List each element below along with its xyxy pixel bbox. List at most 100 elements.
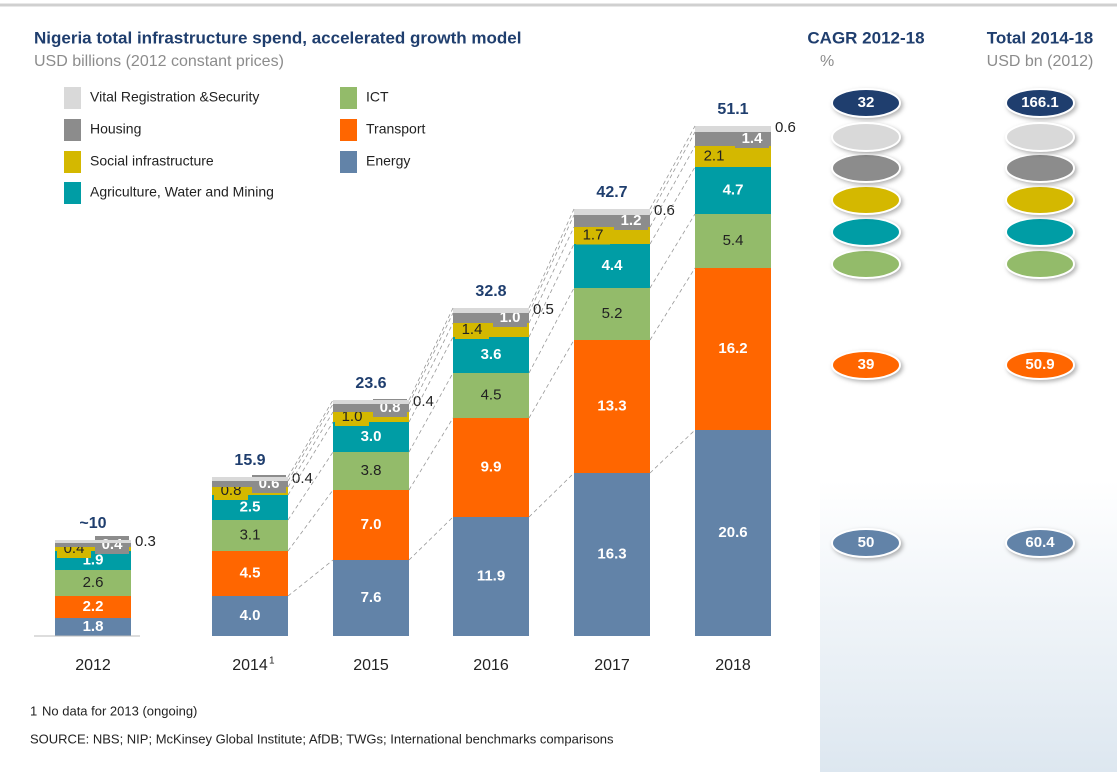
segment-label: 3.8 [361,462,382,479]
empty-oval [831,249,901,279]
legend-label: Social infrastructure [90,153,214,169]
connector [287,411,334,488]
x-tick-label: 2014 [232,657,268,674]
bar-segment [212,596,288,636]
connector [649,166,696,245]
connector [649,125,696,210]
connector [408,516,454,561]
x-tick-label: 2015 [353,657,389,674]
segment-label: 0.6 [654,202,675,219]
connector [408,417,454,491]
legend-label: Transport [366,121,426,137]
total-label: 32.8 [475,283,506,300]
connector [408,372,454,453]
x-tick-label: 2016 [473,657,509,674]
bar-segment [333,400,409,404]
empty-oval [831,217,901,247]
connector [528,214,575,314]
connector [287,403,334,482]
bar-segment [453,313,529,323]
segment-label: 0.4 [413,393,434,410]
segment-label: 7.6 [361,589,382,606]
segment-label: 13.3 [597,397,626,414]
cagr-value: 50 [858,534,875,551]
segment-label: 1.2 [621,212,642,229]
legend-swatch [64,182,81,204]
summary-oval [831,528,901,558]
legend-label: Housing [90,121,141,137]
bar-segment [212,481,288,487]
connector [649,145,696,228]
legend-swatch [64,87,81,109]
bar-segment [574,288,650,340]
bar-segment [453,517,529,636]
bar-segment [574,244,650,288]
segment-label: 0.4 [292,470,313,487]
empty-oval [1005,153,1075,183]
bar-segment [453,373,529,418]
segment-label: 4.0 [240,607,261,624]
segment-label: 1.7 [583,226,604,243]
bar-segment [55,547,131,551]
cagr-value: 32 [858,94,875,111]
footnote: No data for 2013 (ongoing) [42,703,197,718]
segment-label: 4.7 [723,181,744,198]
bar-segment [574,473,650,636]
connector [649,429,696,474]
bar-segment [55,540,131,543]
bar-segment [695,167,771,214]
segment-label: 2.5 [240,498,261,515]
segment-label: 16.2 [718,340,747,357]
chart-subtitle: USD billions (2012 constant prices) [34,53,284,70]
segment-label: 0.4 [102,536,124,553]
bar-segment [212,551,288,596]
bar-segment [212,477,288,481]
connector [408,322,454,413]
total-subtitle: USD bn (2012) [987,53,1094,70]
legend-label: ICT [366,89,389,105]
cagr-subtitle: % [820,53,834,70]
segment-label: 0.5 [533,301,554,318]
segment-label: 3.0 [361,428,382,445]
segment-label: 1.0 [342,408,363,425]
segment-label: 0.6 [775,119,796,136]
label-tag [493,309,527,327]
segment-label: 11.9 [477,567,505,584]
total-label: 23.6 [355,375,386,392]
segment-label: 2.6 [83,574,104,591]
label-tag [576,226,610,245]
summary-oval [1005,88,1075,118]
connector [287,559,334,597]
connector [528,339,575,419]
bar-segment [695,126,771,132]
segment-label: 9.9 [481,458,502,475]
total-label: 42.7 [596,184,627,201]
total-label: 51.1 [717,101,748,118]
bar-segment [453,418,529,517]
label-tag [735,130,769,148]
connector [408,307,454,401]
empty-oval [1005,122,1075,152]
segment-label: 20.6 [718,524,747,541]
connector [528,287,575,374]
x-tick-label: 2018 [715,657,751,674]
segment-label: 2.2 [83,598,104,615]
empty-oval [831,185,901,215]
total-title: Total 2014-18 [987,28,1093,47]
summary-oval [1005,528,1075,558]
segment-label: 7.0 [361,516,382,533]
segment-label: 3.6 [481,346,502,363]
empty-oval [831,153,901,183]
bar-segment [695,214,771,268]
bar-segment [55,618,131,636]
connector [287,489,334,552]
empty-oval [1005,249,1075,279]
segment-label: 4.4 [602,257,624,274]
connector [408,312,454,405]
segment-label: 5.2 [602,305,623,322]
total-label: 15.9 [234,452,265,469]
legend-swatch [340,87,357,109]
total-value: 50.9 [1025,356,1054,373]
source: SOURCE: NBS; NIP; McKinsey Global Instit… [30,731,614,746]
